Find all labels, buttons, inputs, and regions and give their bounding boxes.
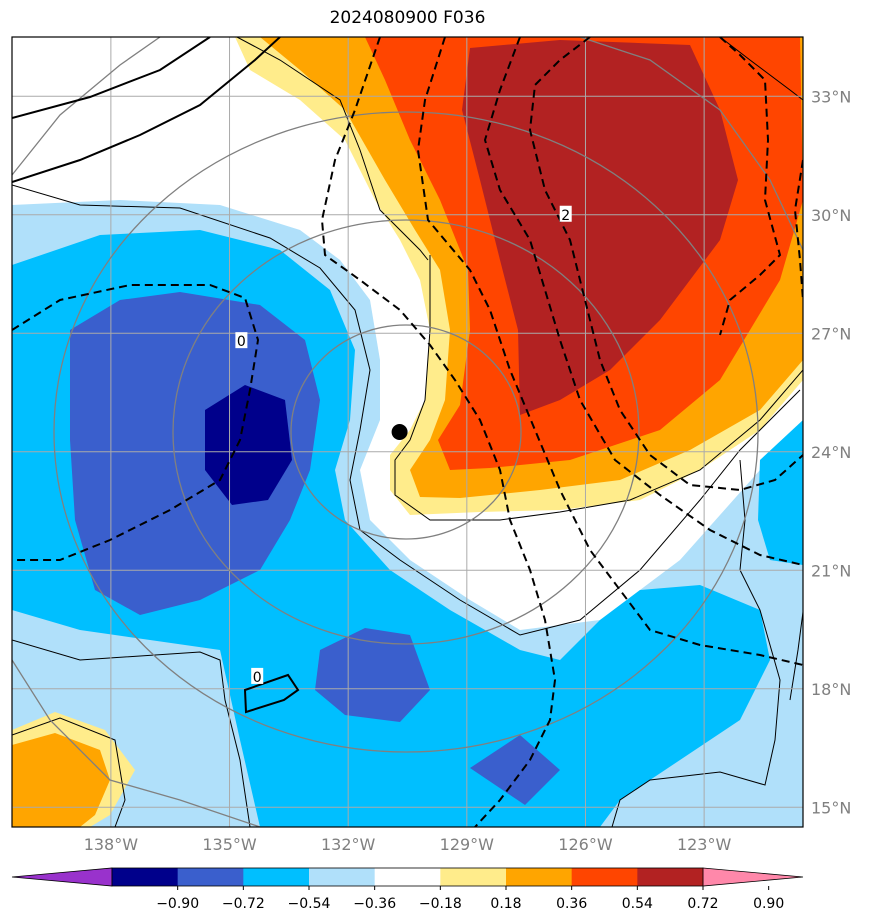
y-tick-labels: 15°N 18°N 21°N 24°N 27°N 30°N 33°N	[811, 87, 851, 817]
colorbar-tick-label: 0.36	[556, 896, 587, 912]
colorbar-segment	[112, 868, 179, 886]
colorbar-segment	[506, 868, 573, 886]
plot-frame	[11, 36, 804, 828]
grid-lines	[12, 37, 803, 827]
colorbar-segment	[177, 868, 244, 886]
y-tick-label: 24°N	[811, 443, 851, 462]
contour-label-halo	[559, 205, 572, 222]
colorbar-tick-label: 0.90	[753, 896, 784, 912]
shade-royal-blue-s2	[470, 735, 560, 805]
contour-label: 0	[237, 334, 246, 350]
colorbar-segment	[571, 868, 638, 886]
range-rings	[53, 111, 759, 753]
colorbar-segment	[374, 868, 441, 886]
colorbar-tick-label: 0.72	[687, 896, 718, 912]
contour-label-halo	[235, 332, 248, 349]
x-tick-label: 132°W	[321, 835, 376, 854]
contour-label: 0	[253, 670, 262, 686]
colorbar-tick-label: −0.72	[222, 896, 265, 912]
shade-royal-blue-s1	[315, 628, 430, 722]
colorbar-extend-min	[11, 867, 113, 887]
y-tick-label: 18°N	[811, 680, 851, 699]
gray-curves	[12, 37, 803, 827]
colorbar-tick-label: −0.36	[353, 896, 396, 912]
shade-sky-blue-east	[758, 420, 803, 565]
y-tick-label: 30°N	[811, 206, 851, 225]
colorbar-segment	[243, 868, 310, 886]
colorbar-segment	[309, 868, 376, 886]
thin-contours	[12, 37, 803, 827]
y-tick-label: 27°N	[811, 324, 851, 343]
y-tick-label: 21°N	[811, 561, 851, 580]
chart-title: 2024080900 F036	[329, 8, 486, 28]
colorbar-tick-label: 0.18	[490, 896, 521, 912]
storm-center-marker	[391, 424, 408, 440]
contour-label-halo	[251, 667, 264, 684]
shade-orange-sw	[12, 733, 110, 827]
colorbar-tick-label: −0.90	[156, 896, 199, 912]
colorbar-segment	[440, 868, 507, 886]
y-tick-label: 33°N	[811, 87, 851, 106]
colorbar-extend-max	[702, 867, 804, 887]
x-tick-label: 135°W	[202, 835, 257, 854]
colorbar-tick-label: 0.54	[622, 896, 653, 912]
x-tick-label: 126°W	[558, 835, 613, 854]
thick-solid-contours	[12, 37, 300, 714]
x-tick-label: 138°W	[84, 835, 139, 854]
dashed-contours	[12, 37, 803, 827]
shade-navy	[205, 385, 292, 505]
shade-royal-blue	[70, 292, 320, 615]
colorbar-frame	[111, 867, 704, 887]
contour-label: 2	[561, 208, 570, 224]
map-area: 0 0 2	[12, 37, 803, 827]
colorbar-segment	[637, 868, 704, 886]
colorbar-tick-label: −0.54	[288, 896, 331, 912]
x-tick-labels: 138°W 135°W 132°W 129°W 126°W 123°W	[84, 835, 732, 854]
x-tick-label: 129°W	[440, 835, 495, 854]
colorbar: −0.90 −0.72 −0.54 −0.36 −0.18 0.18 0.36 0.54 0.7…	[11, 867, 804, 912]
x-tick-label: 123°W	[677, 835, 732, 854]
y-tick-label: 15°N	[811, 798, 851, 817]
colorbar-tick-label: −0.18	[419, 896, 462, 912]
